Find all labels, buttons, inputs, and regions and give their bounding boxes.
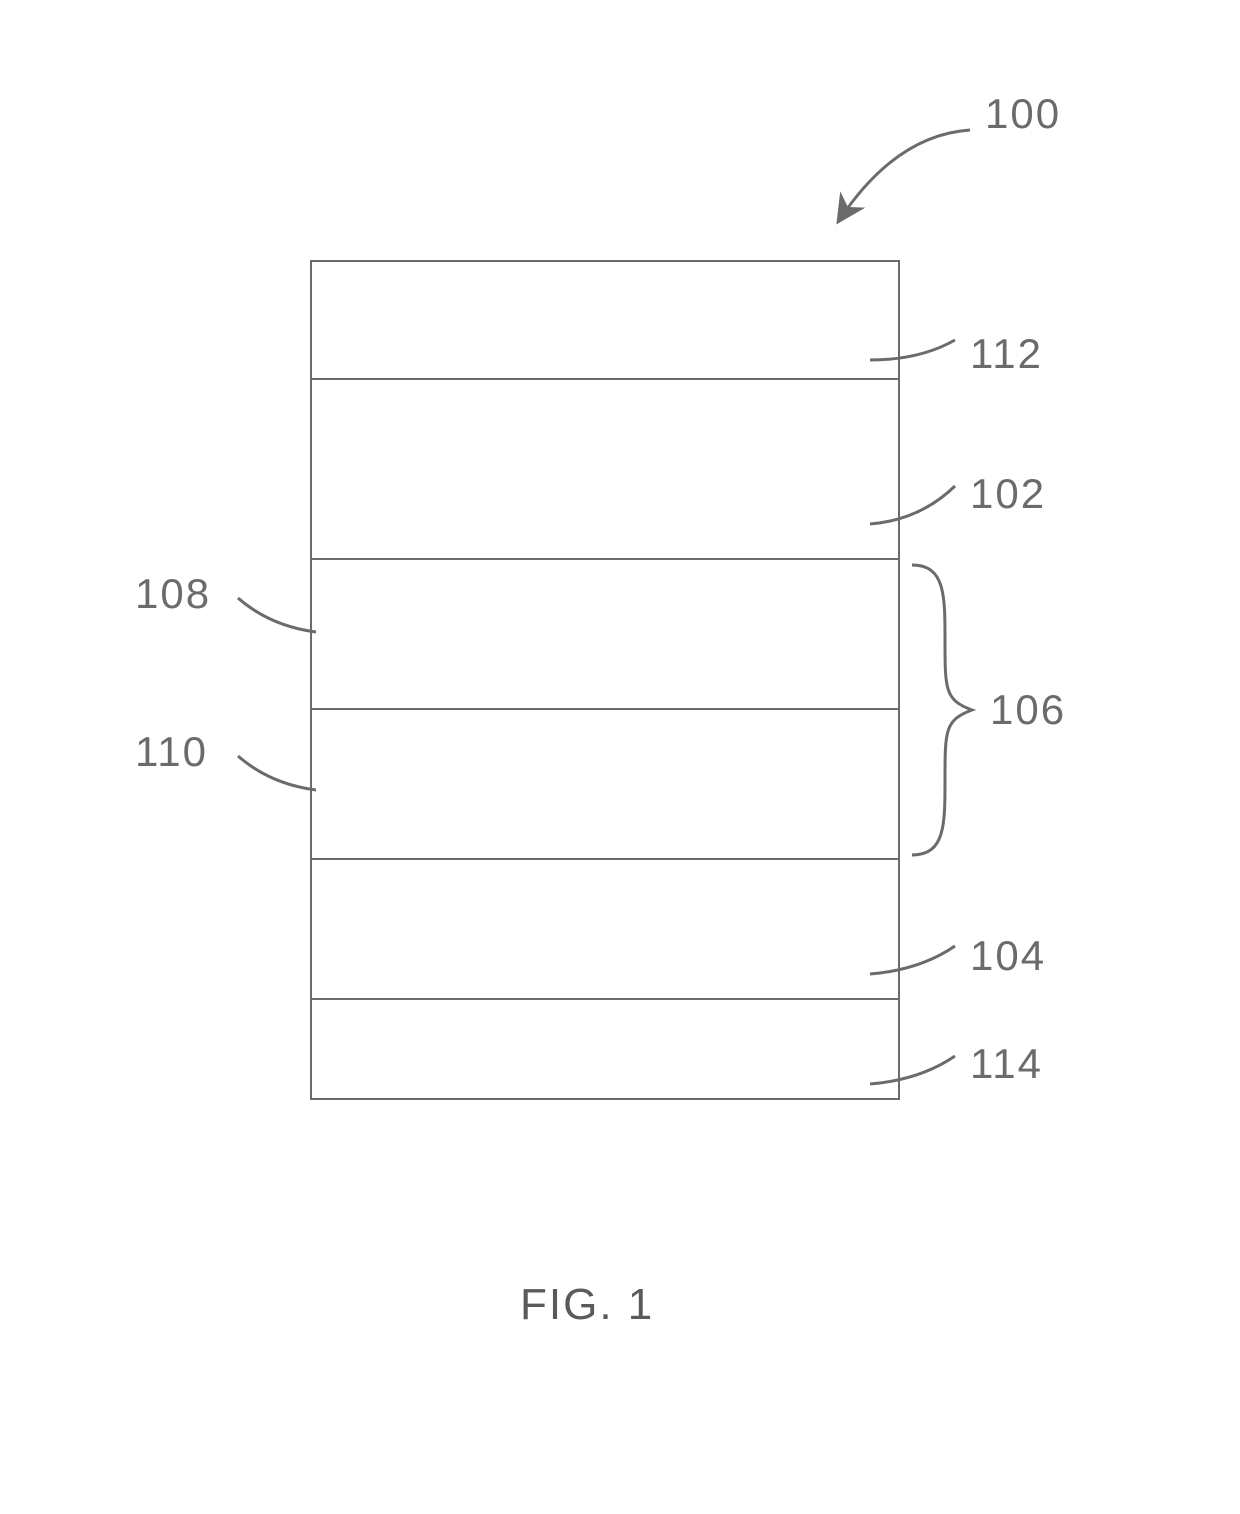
layer-112 <box>312 262 898 380</box>
layer-104 <box>312 860 898 1000</box>
leader-108 <box>238 598 316 632</box>
arrow-100 <box>838 130 970 222</box>
label-114: 114 <box>970 1040 1043 1088</box>
layer-stack-diagram <box>310 260 900 1100</box>
brace-106 <box>912 565 972 855</box>
label-112: 112 <box>970 330 1043 378</box>
label-110: 110 <box>135 728 208 776</box>
figure-caption: FIG. 1 <box>520 1280 654 1330</box>
layer-114 <box>312 1000 898 1102</box>
label-106: 106 <box>990 686 1066 734</box>
layer-stack <box>310 260 900 1100</box>
layer-110 <box>312 710 898 860</box>
label-100: 100 <box>985 90 1061 138</box>
leader-110 <box>238 756 316 790</box>
label-104: 104 <box>970 932 1046 980</box>
layer-102 <box>312 380 898 560</box>
layer-108 <box>312 560 898 710</box>
label-102: 102 <box>970 470 1046 518</box>
label-108: 108 <box>135 570 211 618</box>
